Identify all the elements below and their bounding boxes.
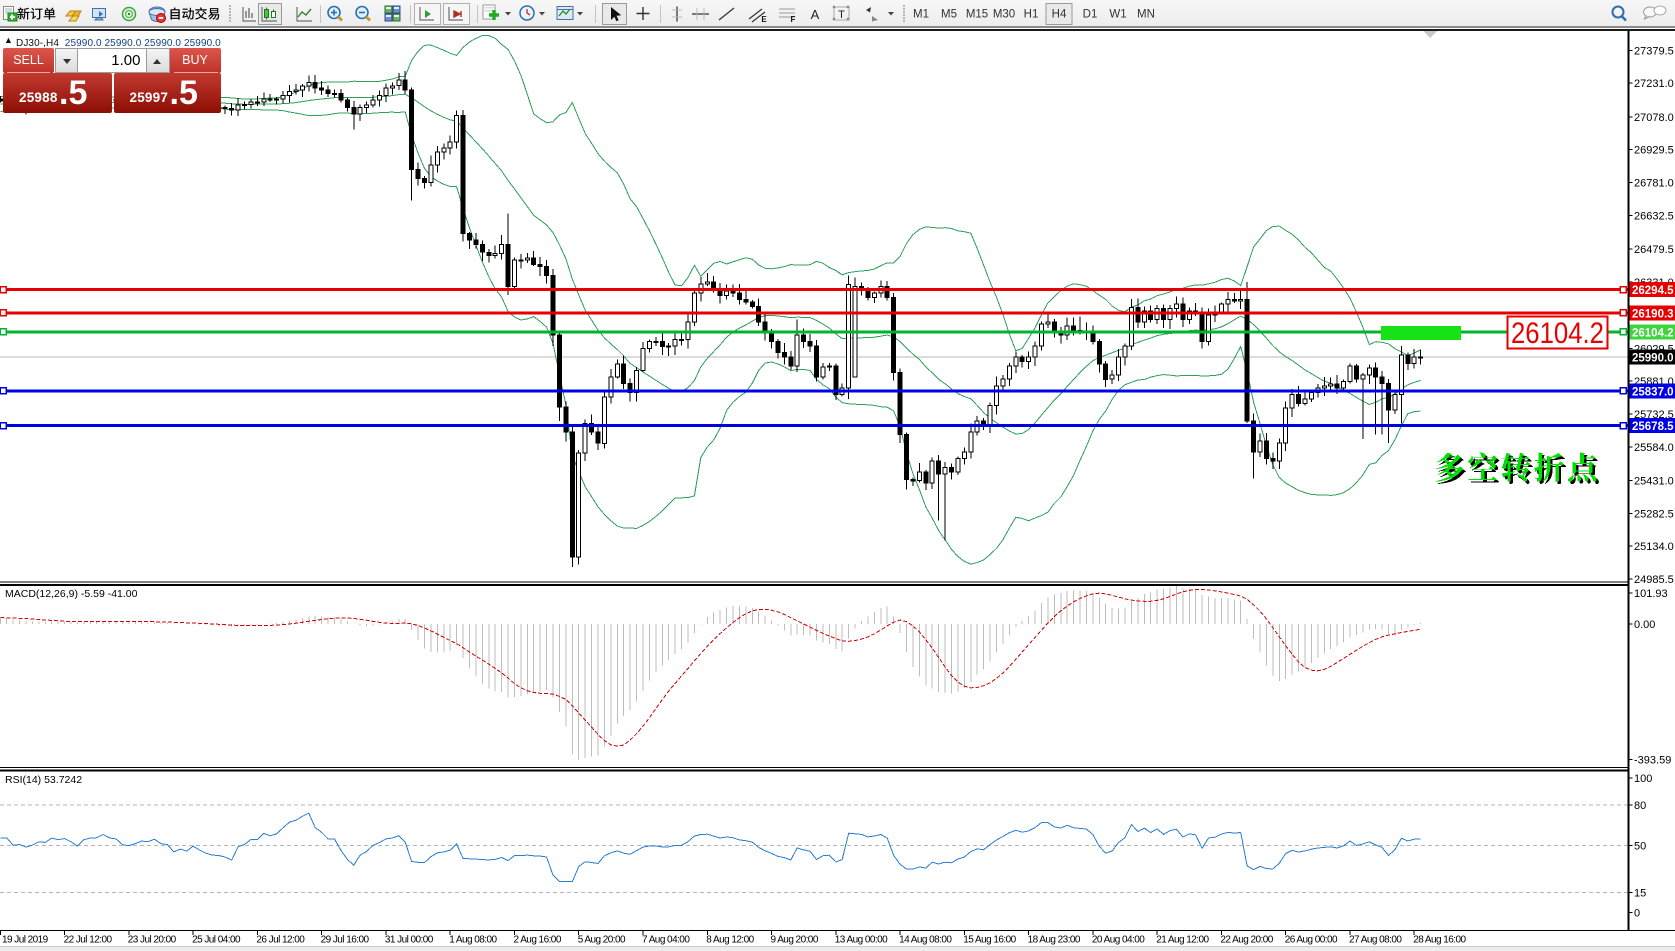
svg-text:0.00: 0.00 <box>1634 619 1655 631</box>
svg-text:27078.0: 27078.0 <box>1634 112 1674 124</box>
svg-text:1 Aug 08:00: 1 Aug 08:00 <box>449 935 497 946</box>
svg-text:H4: H4 <box>1052 9 1067 21</box>
svg-text:24985.5: 24985.5 <box>1634 574 1674 586</box>
svg-text:25990.0: 25990.0 <box>1632 353 1674 365</box>
svg-text:28 Aug 16:00: 28 Aug 16:00 <box>1413 935 1466 946</box>
svg-text:D1: D1 <box>1083 9 1098 21</box>
svg-text:29 Jul 16:00: 29 Jul 16:00 <box>321 935 370 946</box>
svg-text:MN: MN <box>1137 9 1155 21</box>
svg-text:18 Aug 23:00: 18 Aug 23:00 <box>1028 935 1081 946</box>
svg-text:22 Jul 12:00: 22 Jul 12:00 <box>64 935 113 946</box>
svg-text:26479.5: 26479.5 <box>1634 244 1674 256</box>
svg-text:26781.0: 26781.0 <box>1634 178 1674 190</box>
svg-text:21 Aug 12:00: 21 Aug 12:00 <box>1156 935 1209 946</box>
svg-text:M15: M15 <box>966 9 988 21</box>
svg-text:15 Aug 16:00: 15 Aug 16:00 <box>963 935 1016 946</box>
svg-text:25584.0: 25584.0 <box>1634 442 1674 454</box>
svg-text:13 Aug 00:00: 13 Aug 00:00 <box>835 935 888 946</box>
svg-text:27 Aug 08:00: 27 Aug 08:00 <box>1349 935 1402 946</box>
svg-text:20 Aug 04:00: 20 Aug 04:00 <box>1092 935 1145 946</box>
svg-text:25678.5: 25678.5 <box>1632 421 1674 433</box>
svg-text:F: F <box>791 15 796 24</box>
svg-text:W1: W1 <box>1109 9 1126 21</box>
svg-text:2 Aug 16:00: 2 Aug 16:00 <box>514 935 562 946</box>
svg-text:26 Aug 00:00: 26 Aug 00:00 <box>1285 935 1338 946</box>
svg-text:5 Aug 20:00: 5 Aug 20:00 <box>578 935 626 946</box>
svg-text:50: 50 <box>1634 840 1646 852</box>
svg-text:T: T <box>838 9 845 21</box>
svg-text:MACD(12,26,9) -5.59 -41.00: MACD(12,26,9) -5.59 -41.00 <box>5 588 138 600</box>
svg-text:25 Jul 04:00: 25 Jul 04:00 <box>192 935 241 946</box>
svg-text:25134.0: 25134.0 <box>1634 541 1674 553</box>
svg-text:26190.3: 26190.3 <box>1632 308 1674 320</box>
svg-text:27379.5: 27379.5 <box>1634 45 1674 57</box>
svg-text:80: 80 <box>1634 800 1646 812</box>
svg-text:25431.0: 25431.0 <box>1634 476 1674 488</box>
svg-text:15: 15 <box>1634 888 1646 900</box>
svg-text:M30: M30 <box>993 9 1015 21</box>
svg-text:A: A <box>811 7 820 22</box>
svg-text:26 Jul 12:00: 26 Jul 12:00 <box>256 935 305 946</box>
svg-text:14 Aug 08:00: 14 Aug 08:00 <box>899 935 952 946</box>
svg-text:8 Aug 12:00: 8 Aug 12:00 <box>706 935 754 946</box>
svg-text:M5: M5 <box>941 9 957 21</box>
svg-text:100: 100 <box>1634 773 1652 785</box>
svg-text:H1: H1 <box>1024 9 1039 21</box>
svg-text:26294.5: 26294.5 <box>1632 285 1674 297</box>
svg-text:26632.5: 26632.5 <box>1634 210 1674 222</box>
svg-text:25282.5: 25282.5 <box>1634 508 1674 520</box>
svg-text:101.93: 101.93 <box>1634 588 1668 600</box>
svg-text:27231.0: 27231.0 <box>1634 78 1674 90</box>
svg-text:19 Jul 2019: 19 Jul 2019 <box>2 935 49 946</box>
svg-text:26104.2: 26104.2 <box>1511 317 1604 350</box>
svg-text:22 Aug 20:00: 22 Aug 20:00 <box>1220 935 1273 946</box>
svg-text:-393.59: -393.59 <box>1634 754 1671 766</box>
svg-text:E: E <box>761 15 767 24</box>
svg-text:26929.5: 26929.5 <box>1634 145 1674 157</box>
svg-text:23 Jul 20:00: 23 Jul 20:00 <box>128 935 177 946</box>
svg-text:25732.5: 25732.5 <box>1634 409 1674 421</box>
svg-text:0: 0 <box>1634 908 1640 920</box>
svg-text:25837.0: 25837.0 <box>1632 386 1674 398</box>
svg-text:RSI(14) 53.7242: RSI(14) 53.7242 <box>5 774 82 786</box>
svg-text:26104.2: 26104.2 <box>1632 327 1674 339</box>
svg-text:31 Jul 00:00: 31 Jul 00:00 <box>385 935 434 946</box>
svg-text:7 Aug 04:00: 7 Aug 04:00 <box>642 935 690 946</box>
svg-text:9 Aug 20:00: 9 Aug 20:00 <box>771 935 819 946</box>
svg-text:M1: M1 <box>913 9 929 21</box>
